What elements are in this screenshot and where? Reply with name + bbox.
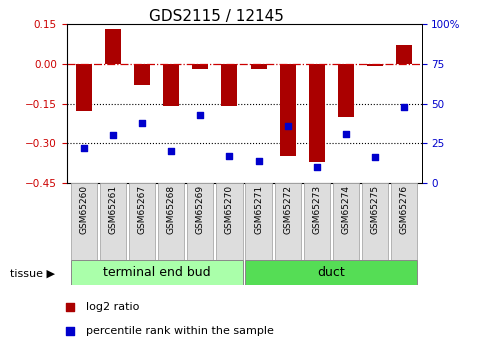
Text: GSM65267: GSM65267 bbox=[138, 185, 147, 234]
Bar bbox=[367, 64, 383, 67]
Text: tissue ▶: tissue ▶ bbox=[10, 268, 55, 278]
Bar bbox=[76, 64, 92, 111]
Point bbox=[313, 164, 321, 170]
Text: GSM65271: GSM65271 bbox=[254, 185, 263, 234]
FancyBboxPatch shape bbox=[129, 183, 155, 260]
Point bbox=[225, 153, 233, 159]
Bar bbox=[221, 64, 238, 106]
Point bbox=[196, 112, 204, 117]
Text: GSM65276: GSM65276 bbox=[399, 185, 409, 234]
Point bbox=[400, 104, 408, 109]
Text: GSM65275: GSM65275 bbox=[370, 185, 380, 234]
Text: GSM65274: GSM65274 bbox=[341, 185, 351, 234]
Text: duct: duct bbox=[317, 266, 345, 279]
Point bbox=[80, 145, 88, 151]
Bar bbox=[280, 64, 296, 156]
Bar bbox=[250, 64, 267, 69]
Text: GDS2115 / 12145: GDS2115 / 12145 bbox=[149, 9, 284, 23]
FancyBboxPatch shape bbox=[246, 183, 272, 260]
Bar bbox=[338, 64, 354, 117]
Bar bbox=[309, 64, 325, 162]
FancyBboxPatch shape bbox=[216, 183, 243, 260]
Text: GSM65270: GSM65270 bbox=[225, 185, 234, 234]
Text: terminal end bud: terminal end bud bbox=[103, 266, 211, 279]
Text: GSM65273: GSM65273 bbox=[312, 185, 321, 234]
Point bbox=[109, 132, 117, 138]
Text: GSM65260: GSM65260 bbox=[79, 185, 89, 234]
FancyBboxPatch shape bbox=[158, 183, 184, 260]
Text: GSM65268: GSM65268 bbox=[167, 185, 176, 234]
Text: log2 ratio: log2 ratio bbox=[86, 302, 140, 312]
FancyBboxPatch shape bbox=[304, 183, 330, 260]
Point bbox=[138, 120, 146, 125]
Point bbox=[371, 155, 379, 160]
Point bbox=[66, 304, 74, 309]
FancyBboxPatch shape bbox=[187, 183, 213, 260]
Bar bbox=[163, 64, 179, 106]
FancyBboxPatch shape bbox=[362, 183, 388, 260]
FancyBboxPatch shape bbox=[246, 260, 417, 285]
Point bbox=[66, 328, 74, 334]
Bar bbox=[396, 45, 412, 64]
FancyBboxPatch shape bbox=[71, 260, 243, 285]
Point bbox=[284, 123, 292, 128]
Text: GSM65272: GSM65272 bbox=[283, 185, 292, 234]
Text: percentile rank within the sample: percentile rank within the sample bbox=[86, 326, 274, 336]
FancyBboxPatch shape bbox=[71, 183, 97, 260]
Text: GSM65261: GSM65261 bbox=[108, 185, 118, 234]
Bar bbox=[192, 64, 209, 69]
Point bbox=[255, 158, 263, 164]
Text: GSM65269: GSM65269 bbox=[196, 185, 205, 234]
Bar bbox=[134, 64, 150, 85]
Point bbox=[342, 131, 350, 136]
FancyBboxPatch shape bbox=[333, 183, 359, 260]
FancyBboxPatch shape bbox=[100, 183, 126, 260]
Point bbox=[167, 148, 175, 154]
FancyBboxPatch shape bbox=[275, 183, 301, 260]
FancyBboxPatch shape bbox=[391, 183, 417, 260]
Bar bbox=[105, 29, 121, 64]
